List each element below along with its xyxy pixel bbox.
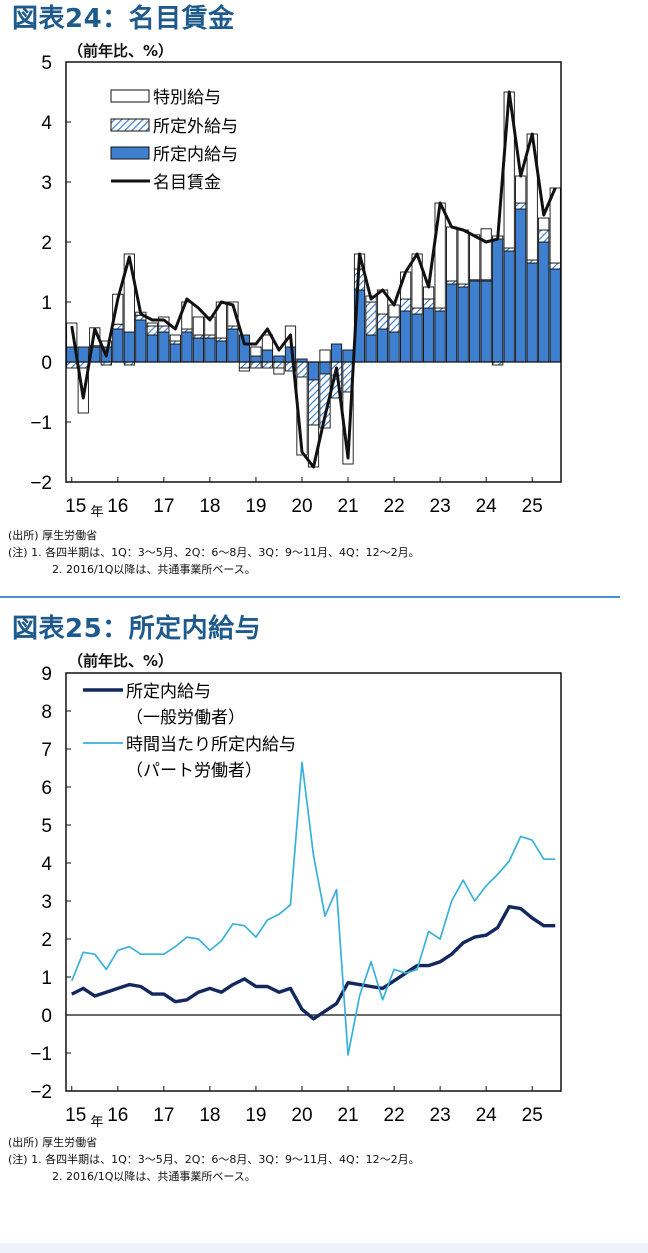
legend-sublabel: （パート労働者） [126,761,262,780]
bar-white [296,376,308,456]
x-tick-label: 18 [199,1105,220,1126]
x-tick-label: 15 [65,496,86,517]
y-tick-label: 7 [41,740,52,761]
x-tick-label: 18 [199,496,220,517]
x-tick-label: 24 [476,496,498,517]
legend-label: 所定内給与 [153,145,238,164]
x-tick-label: 25 [522,1105,543,1126]
x-tick-label: 17 [153,1105,174,1126]
chart25-unit: （前年比、%） [68,652,174,670]
chart24-note-2: 2. 2016/1Q以降は、共通事業所ベース。 [52,563,256,576]
y-tick-label: 3 [41,892,52,913]
x-tick-label: 22 [384,496,405,517]
y-tick-label: 2 [41,233,52,254]
part-time-wage-line [70,761,556,1056]
chart25-note-1: (注) 1. 各四半期は、1Q：3～5月、2Q：6～8月、3Q：9～11月、4Q… [8,1153,420,1166]
x-tick-label: 19 [245,1105,266,1126]
y-tick-label: 3 [41,173,52,194]
y-tick-label: −2 [30,473,52,494]
x-tick-label: 16 [107,496,128,517]
y-tick-label: 2 [41,930,52,951]
legend-label: 所定内給与 [126,682,211,701]
x-tick-label: 16 [107,1105,128,1126]
y-tick-label: 1 [41,293,52,314]
y-tick-label: −2 [30,1082,52,1103]
legend-label: 特別給与 [153,88,221,107]
bar-white [169,334,181,342]
x-tick-label: 24 [476,1105,498,1126]
legend-sublabel: （一般労働者） [126,708,245,727]
bar-white [192,316,204,336]
y-tick-label: 4 [41,113,52,134]
bar-white [261,334,274,351]
chart24-frame [65,61,562,483]
section-divider [0,596,620,598]
y-tick-label: 5 [41,53,52,74]
x-tick-label: 17 [153,496,174,517]
y-tick-label: 8 [41,702,52,723]
page-bottom-band [0,1243,648,1253]
x-tick-suffix: 年 [90,504,103,519]
bar-white [227,301,239,327]
legend-swatch [110,118,150,132]
x-tick-label: 25 [522,496,543,517]
bar-white [250,346,262,357]
legend-swatch [110,146,150,160]
y-tick-label: −1 [30,413,52,434]
bar-white [238,367,251,372]
legend-label: 時間当たり所定内給与 [126,735,296,754]
y-tick-label: 0 [41,353,52,374]
nominal-wage-line [70,90,557,469]
y-tick-label: 1 [41,968,52,989]
x-tick-label: 21 [337,496,358,517]
bar-white [123,253,135,333]
bar-white [204,316,216,336]
x-tick-label: 23 [430,1105,451,1126]
x-tick-label: 22 [384,1105,405,1126]
x-tick-label: 21 [337,1105,358,1126]
y-tick-label: −1 [30,1044,52,1065]
x-tick-label: 15 [65,1105,86,1126]
bar-white [480,228,492,281]
legend-label: 名目賃金 [153,173,221,192]
chart24-unit: （前年比、%） [68,42,174,60]
chart25-title: 図表25：所定内給与 [12,614,262,644]
x-tick-label: 20 [291,1105,312,1126]
legend-swatch [110,89,150,103]
full-time-wage-line [71,905,556,1021]
x-tick-label: 20 [291,496,312,517]
chart25-note-2: 2. 2016/1Q以降は、共通事業所ベース。 [52,1170,256,1183]
x-tick-label: 19 [245,496,266,517]
y-tick-label: 6 [41,778,52,799]
chart24-title: 図表24：名目賃金 [12,4,235,34]
chart24-source: (出所) 厚生労働省 [8,529,98,542]
x-tick-label: 23 [430,496,451,517]
bar-white [146,322,158,327]
chart25-frame [65,672,562,1092]
chart24-note-1: (注) 1. 各四半期は、1Q：3～5月、2Q：6～8月、3Q：9～11月、4Q… [8,546,420,559]
legend-label: 所定外給与 [153,117,238,136]
y-tick-label: 4 [41,854,52,875]
y-tick-label: 5 [41,816,52,837]
y-tick-label: 0 [41,1006,52,1027]
bar-hatch [319,373,331,429]
bar-white [538,217,550,231]
chart25-source: (出所) 厚生労働省 [8,1136,98,1149]
bar-white [273,367,285,375]
x-tick-suffix: 年 [90,1114,103,1129]
y-tick-label: 9 [41,664,52,685]
